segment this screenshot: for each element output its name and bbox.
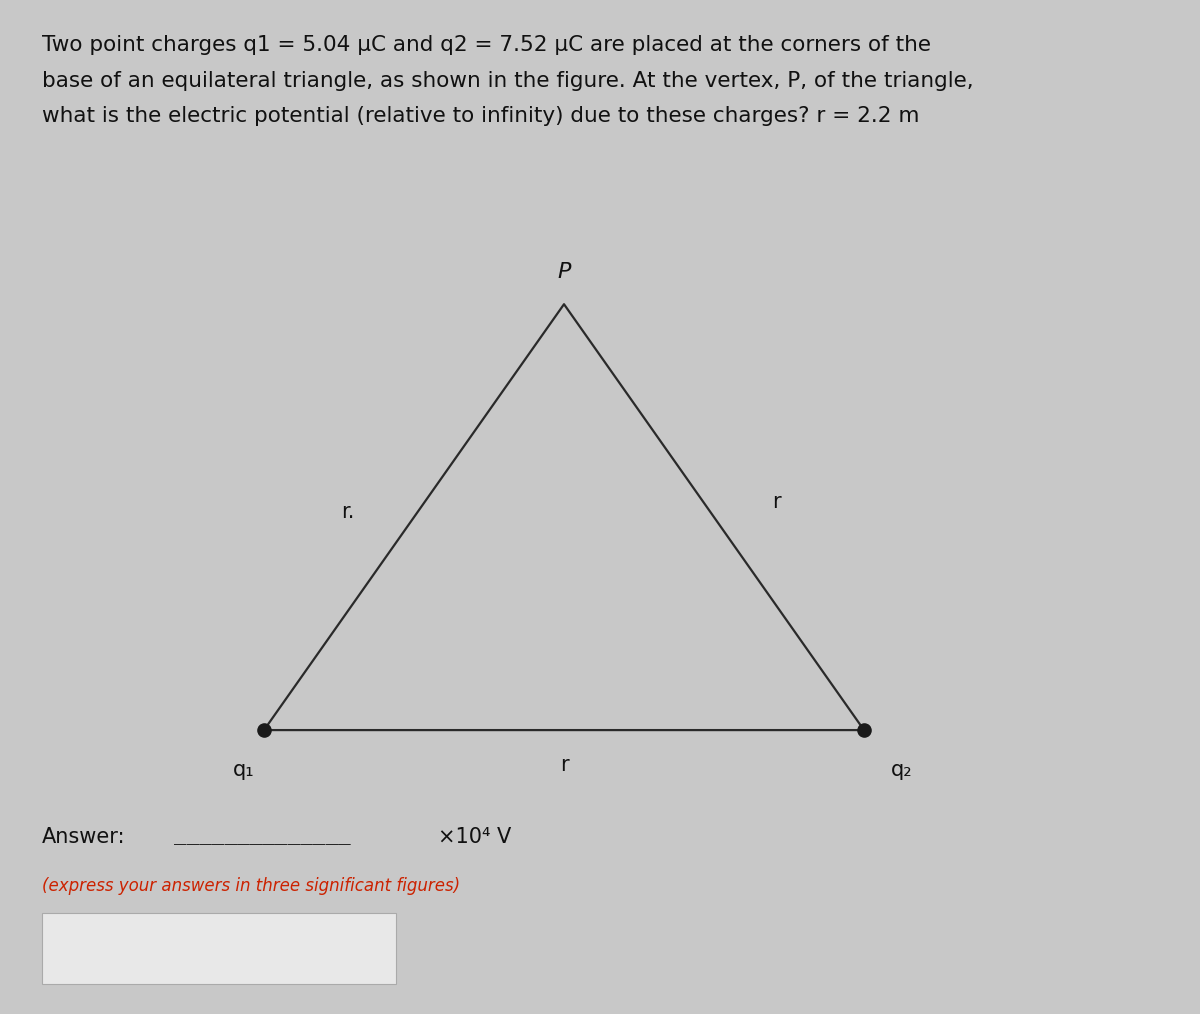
- Point: [254, 722, 274, 738]
- Text: r: r: [559, 755, 569, 776]
- Text: what is the electric potential (relative to infinity) due to these charges? r = : what is the electric potential (relative…: [42, 106, 919, 127]
- Point: [854, 722, 874, 738]
- Text: q₂: q₂: [890, 760, 912, 781]
- FancyBboxPatch shape: [42, 913, 396, 984]
- Text: base of an equilateral triangle, as shown in the figure. At the vertex, P, of th: base of an equilateral triangle, as show…: [42, 71, 973, 91]
- Text: r.: r.: [341, 502, 355, 522]
- Text: (express your answers in three significant figures): (express your answers in three significa…: [42, 877, 460, 895]
- Text: ______________: ______________: [174, 824, 350, 845]
- Text: q₁: q₁: [233, 760, 254, 781]
- Text: r: r: [772, 492, 781, 512]
- Text: Two point charges q1 = 5.04 μC and q2 = 7.52 μC are placed at the corners of the: Two point charges q1 = 5.04 μC and q2 = …: [42, 35, 931, 56]
- Text: P: P: [557, 262, 571, 282]
- Text: ×10⁴ V: ×10⁴ V: [438, 826, 511, 847]
- Text: Answer:: Answer:: [42, 826, 126, 847]
